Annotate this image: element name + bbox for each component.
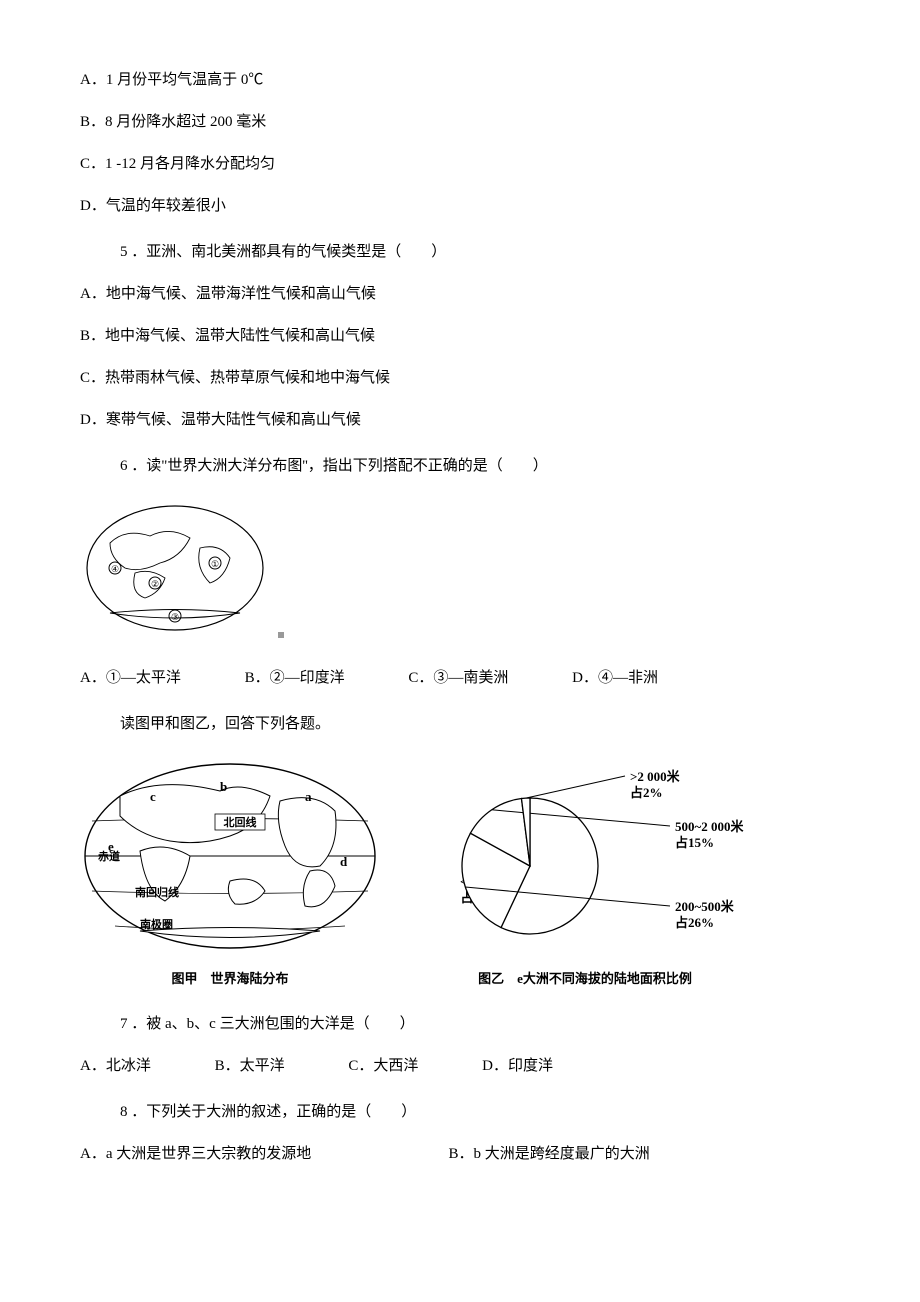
figure-row: a b c e d 北回线 赤道 南回归线 南极圈 图甲 世界海陆分布 <200… xyxy=(80,756,840,990)
q7-option-a: A．北冰洋 xyxy=(80,1054,151,1078)
svg-text:500~2 000米: 500~2 000米 xyxy=(675,819,745,834)
q5-option-d: D．寒带气候、温带大陆性气候和高山气候 xyxy=(80,408,840,432)
world-map-labeled-icon: a b c e d 北回线 赤道 南回归线 南极圈 xyxy=(80,756,380,956)
exam-page: A．1 月份平均气温高于 0℃ B．8 月份降水超过 200 毫米 C．1 -1… xyxy=(0,0,920,1224)
svg-text:>2 000米: >2 000米 xyxy=(630,769,681,784)
svg-text:占2%: 占2% xyxy=(630,785,663,800)
prev-option-b: B．8 月份降水超过 200 毫米 xyxy=(80,110,840,134)
q7-stem: 7 ．被 a、b、c 三大洲包围的大洋是（ ） xyxy=(120,1012,840,1036)
q7-option-d: D．印度洋 xyxy=(482,1054,553,1078)
q5-option-c: C．热带雨林气候、热带草原气候和地中海气候 xyxy=(80,366,840,390)
q7-option-b: B．太平洋 xyxy=(215,1054,285,1078)
q8-stem: 8 ．下列关于大洲的叙述，正确的是（ ） xyxy=(120,1100,840,1124)
q6-option-d: D．④—非洲 xyxy=(572,666,658,690)
svg-text:②: ② xyxy=(151,579,159,589)
map-label-b: b xyxy=(220,779,227,794)
figure-pie: <200米占57%200~500米占26%500~2 000米占15%>2 00… xyxy=(420,756,750,990)
q7-options: A．北冰洋 B．太平洋 C．大西洋 D．印度洋 xyxy=(80,1054,840,1078)
q5-stem: 5 ．亚洲、南北美洲都具有的气候类型是（ ） xyxy=(120,240,840,264)
q6-option-b: B．②—印度洋 xyxy=(245,666,345,690)
tropic-n-label: 北回线 xyxy=(224,815,257,829)
q6-option-a: A．①—太平洋 xyxy=(80,666,181,690)
svg-text:占26%: 占26% xyxy=(675,915,714,930)
q8-options: A．a 大洲是世界三大宗教的发源地 B．b 大洲是跨经度最广的大洲 xyxy=(80,1142,840,1166)
map-label-c: c xyxy=(150,789,156,804)
figure-map: a b c e d 北回线 赤道 南回归线 南极圈 图甲 世界海陆分布 xyxy=(80,756,380,990)
svg-text:③: ③ xyxy=(171,612,179,622)
q6-options: A．①—太平洋 B．②—印度洋 C．③—南美洲 D．④—非洲 xyxy=(80,666,840,690)
q5-option-a: A．地中海气候、温带海洋性气候和高山气候 xyxy=(80,282,840,306)
svg-text:200~500米: 200~500米 xyxy=(675,899,735,914)
instruction-78: 读图甲和图乙，回答下列各题。 xyxy=(120,712,840,736)
q6-stem: 6 ．读"世界大洲大洋分布图''，指出下列搭配不正确的是（ ） xyxy=(120,454,840,478)
antarctic-label: 南极圈 xyxy=(140,917,173,931)
q8-option-a: A．a 大洲是世界三大宗教的发源地 xyxy=(80,1142,445,1166)
map-label-d: d xyxy=(340,854,348,869)
svg-text:①: ① xyxy=(211,559,219,569)
q6-option-c: C．③—南美洲 xyxy=(408,666,508,690)
prev-option-d: D．气温的年较差很小 xyxy=(80,194,840,218)
svg-text:占15%: 占15% xyxy=(675,835,714,850)
svg-text:④: ④ xyxy=(111,564,119,574)
equator-label: 赤道 xyxy=(98,849,120,863)
prev-option-a: A．1 月份平均气温高于 0℃ xyxy=(80,68,840,92)
world-map-small-icon: ① ② ③ ④ xyxy=(80,498,270,638)
decorative-dot xyxy=(278,632,284,638)
q6-figure: ① ② ③ ④ xyxy=(80,498,840,646)
figure-map-caption: 图甲 世界海陆分布 xyxy=(80,969,380,990)
map-label-a: a xyxy=(305,789,312,804)
prev-option-c: C．1 -12 月各月降水分配均匀 xyxy=(80,152,840,176)
figure-pie-caption: 图乙 e大洲不同海拔的陆地面积比例 xyxy=(420,969,750,990)
tropic-s-label: 南回归线 xyxy=(135,885,179,899)
q8-option-b: B．b 大洲是跨经度最广的大洲 xyxy=(449,1142,814,1166)
q7-option-c: C．大西洋 xyxy=(348,1054,418,1078)
pie-chart-icon: <200米占57%200~500米占26%500~2 000米占15%>2 00… xyxy=(420,756,750,956)
q5-option-b: B．地中海气候、温带大陆性气候和高山气候 xyxy=(80,324,840,348)
